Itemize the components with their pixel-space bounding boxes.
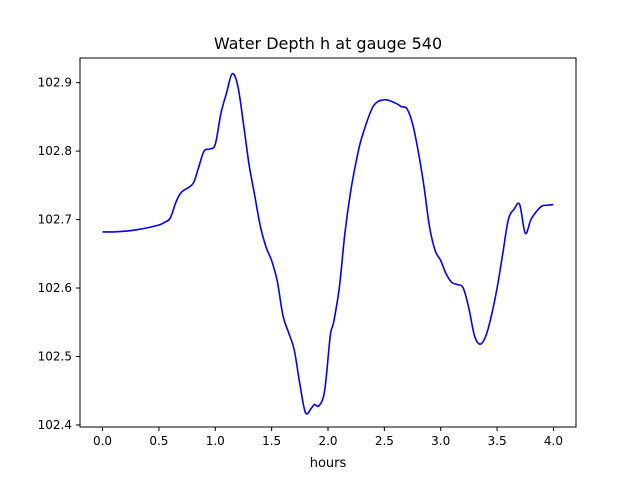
series-line: [102, 72, 554, 415]
x-tick-label: 2.5: [375, 434, 394, 448]
series-layer: [102, 72, 554, 415]
x-tick-label: 0.0: [93, 434, 112, 448]
x-axis: 0.0 0.5 1.0 1.5 2.0 2.5 3.0 3.5 4.0: [93, 427, 563, 448]
y-tick-label: 102.4: [38, 418, 72, 432]
x-tick-label: 1.0: [206, 434, 225, 448]
x-tick-label: 1.5: [262, 434, 281, 448]
y-tick-label: 102.8: [38, 144, 72, 158]
y-tick-label: 102.5: [38, 349, 72, 363]
y-tick-label: 102.6: [38, 281, 72, 295]
x-axis-label: hours: [310, 456, 347, 471]
y-axis: 102.4 102.5 102.6 102.7 102.8 102.9: [38, 76, 80, 432]
y-tick-label: 102.7: [38, 213, 72, 227]
chart-title: Water Depth h at gauge 540: [214, 34, 442, 53]
y-tick-label: 102.9: [38, 76, 72, 90]
x-tick-label: 3.5: [488, 434, 507, 448]
plot-area: [80, 58, 576, 427]
x-tick-label: 4.0: [544, 434, 563, 448]
x-tick-label: 3.0: [431, 434, 450, 448]
x-tick-label: 2.0: [318, 434, 337, 448]
x-tick-label: 0.5: [149, 434, 168, 448]
